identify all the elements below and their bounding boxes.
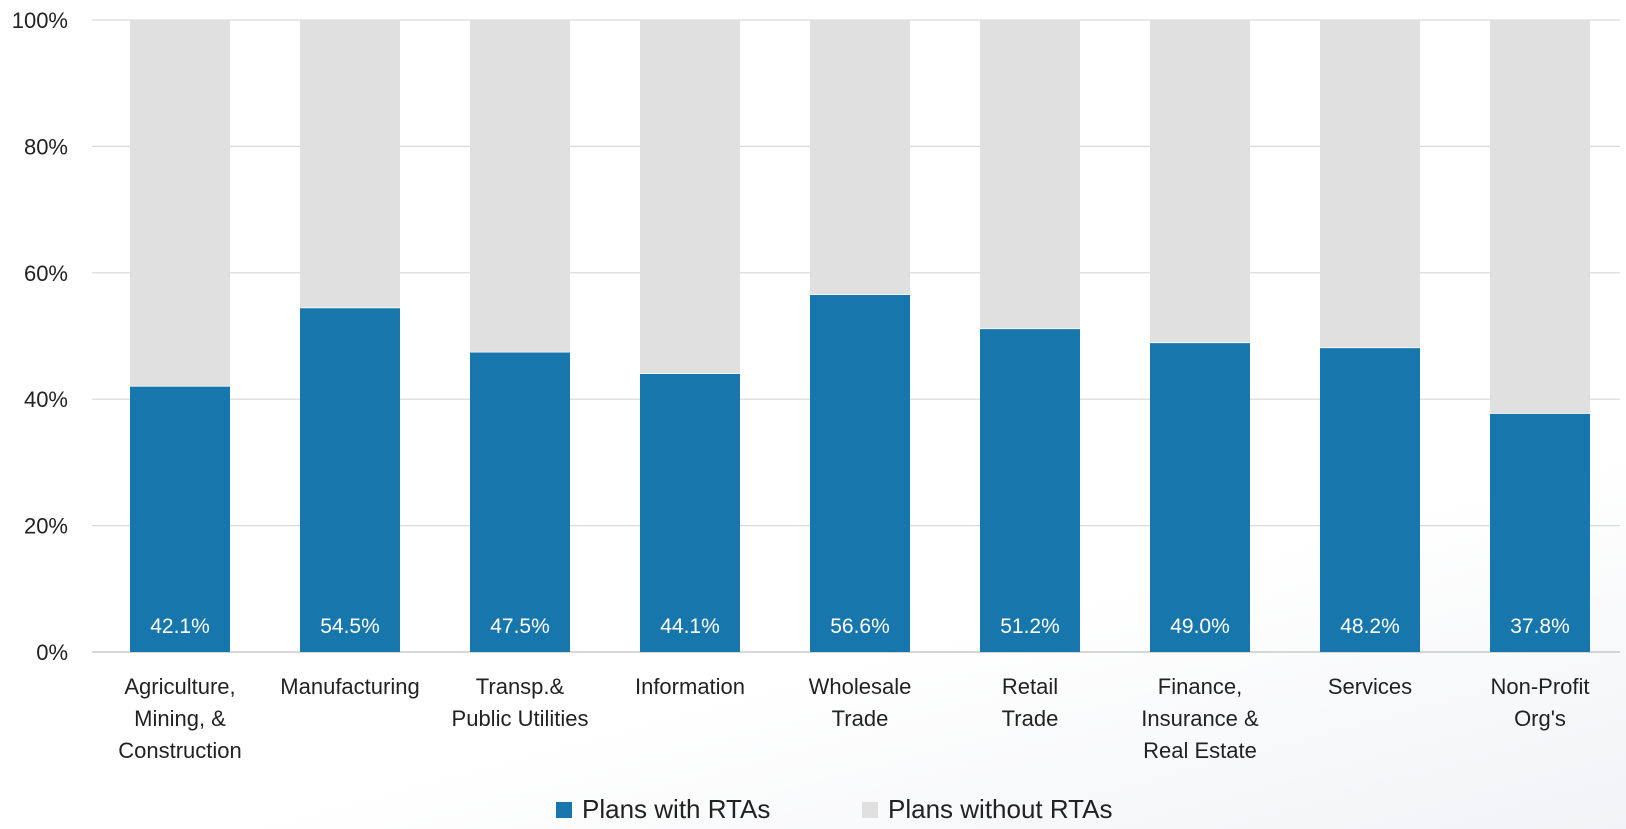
bar-plans-without-rtas: [1320, 20, 1420, 348]
legend-label-plans-without-rtas: Plans without RTAs: [888, 794, 1112, 824]
bar-plans-with-rtas: [1320, 347, 1420, 652]
bar-plans-without-rtas: [130, 20, 230, 386]
bar-plans-with-rtas: [810, 294, 910, 652]
x-category-label-line: Mining, &: [134, 706, 226, 731]
x-category-label: Wholesale Trade: [809, 674, 912, 731]
y-tick-label: 60%: [24, 261, 68, 286]
legend: Plans with RTAs Plans without RTAs: [556, 794, 1112, 824]
data-label: 54.5%: [320, 615, 380, 638]
data-label: 56.6%: [830, 615, 890, 638]
x-category-label-line: Insurance &: [1141, 706, 1259, 731]
bar-plans-without-rtas: [300, 20, 400, 308]
x-category-label: Transp.& Public Utilities: [452, 674, 589, 731]
bar-plans-with-rtas: [130, 385, 230, 652]
x-category-label-line: Agriculture,: [124, 674, 235, 699]
data-label: 51.2%: [1000, 615, 1060, 638]
x-category-label-line: Real Estate: [1143, 738, 1257, 763]
x-category-label-line: Retail: [1002, 674, 1058, 699]
data-label: 42.1%: [150, 615, 210, 638]
bar-plans-without-rtas: [1490, 20, 1590, 414]
bar-plans-with-rtas: [300, 307, 400, 652]
x-category-label-line: Services: [1328, 674, 1412, 699]
x-category-label: Agriculture, Mining, & Construction: [118, 674, 242, 763]
x-category-label: Retail Trade: [1002, 674, 1059, 731]
bar-plans-without-rtas: [640, 20, 740, 374]
x-category-label-line: Finance,: [1158, 674, 1242, 699]
bar-plans-with-rtas: [980, 328, 1080, 652]
x-category-label: Information: [635, 674, 745, 699]
bar-plans-without-rtas: [980, 20, 1080, 329]
x-category-label-line: Manufacturing: [280, 674, 419, 699]
x-axis-category-labels: Agriculture, Mining, & Construction Manufac…: [118, 674, 1589, 763]
y-tick-label: 100%: [12, 8, 68, 33]
data-label: 47.5%: [490, 615, 550, 638]
data-labels: 42.1% 54.5% 47.5% 44.1% 56.6% 51.2% 49.0% 48.2%…: [150, 615, 1570, 638]
legend-swatch-plans-without-rtas: [862, 802, 878, 818]
y-tick-label: 0%: [36, 640, 68, 665]
y-tick-label: 80%: [24, 134, 68, 159]
x-category-label-line: Trade: [1002, 706, 1059, 731]
x-category-label-line: Public Utilities: [452, 706, 589, 731]
bar-plans-with-rtas: [470, 351, 570, 652]
x-category-label-line: Trade: [832, 706, 889, 731]
bar-plans-with-rtas: [1150, 342, 1250, 652]
y-tick-label: 20%: [24, 514, 68, 539]
data-label: 44.1%: [660, 615, 720, 638]
y-tick-label: 40%: [24, 387, 68, 412]
x-category-label-line: Construction: [118, 738, 242, 763]
bars: [130, 20, 1590, 652]
y-axis-tick-labels: 0% 20% 40% 60% 80% 100%: [12, 8, 68, 665]
legend-swatch-plans-with-rtas: [556, 802, 572, 818]
bar-plans-with-rtas: [640, 373, 740, 652]
x-category-label: Non-Profit Org's: [1490, 674, 1589, 731]
data-label: 49.0%: [1170, 615, 1230, 638]
x-category-label-line: Org's: [1514, 706, 1566, 731]
bar-plans-with-rtas: [1490, 413, 1590, 652]
x-category-label-line: Non-Profit: [1490, 674, 1589, 699]
x-category-label: Manufacturing: [280, 674, 419, 699]
data-label: 48.2%: [1340, 615, 1400, 638]
data-label: 37.8%: [1510, 615, 1570, 638]
bar-plans-without-rtas: [1150, 20, 1250, 343]
bar-plans-without-rtas: [810, 20, 910, 295]
bar-plans-without-rtas: [470, 20, 570, 352]
legend-label-plans-with-rtas: Plans with RTAs: [582, 794, 770, 824]
x-category-label: Services: [1328, 674, 1412, 699]
x-category-label-line: Transp.&: [476, 674, 565, 699]
x-category-label-line: Information: [635, 674, 745, 699]
x-category-label-line: Wholesale: [809, 674, 912, 699]
x-category-label: Finance, Insurance & Real Estate: [1141, 674, 1259, 763]
